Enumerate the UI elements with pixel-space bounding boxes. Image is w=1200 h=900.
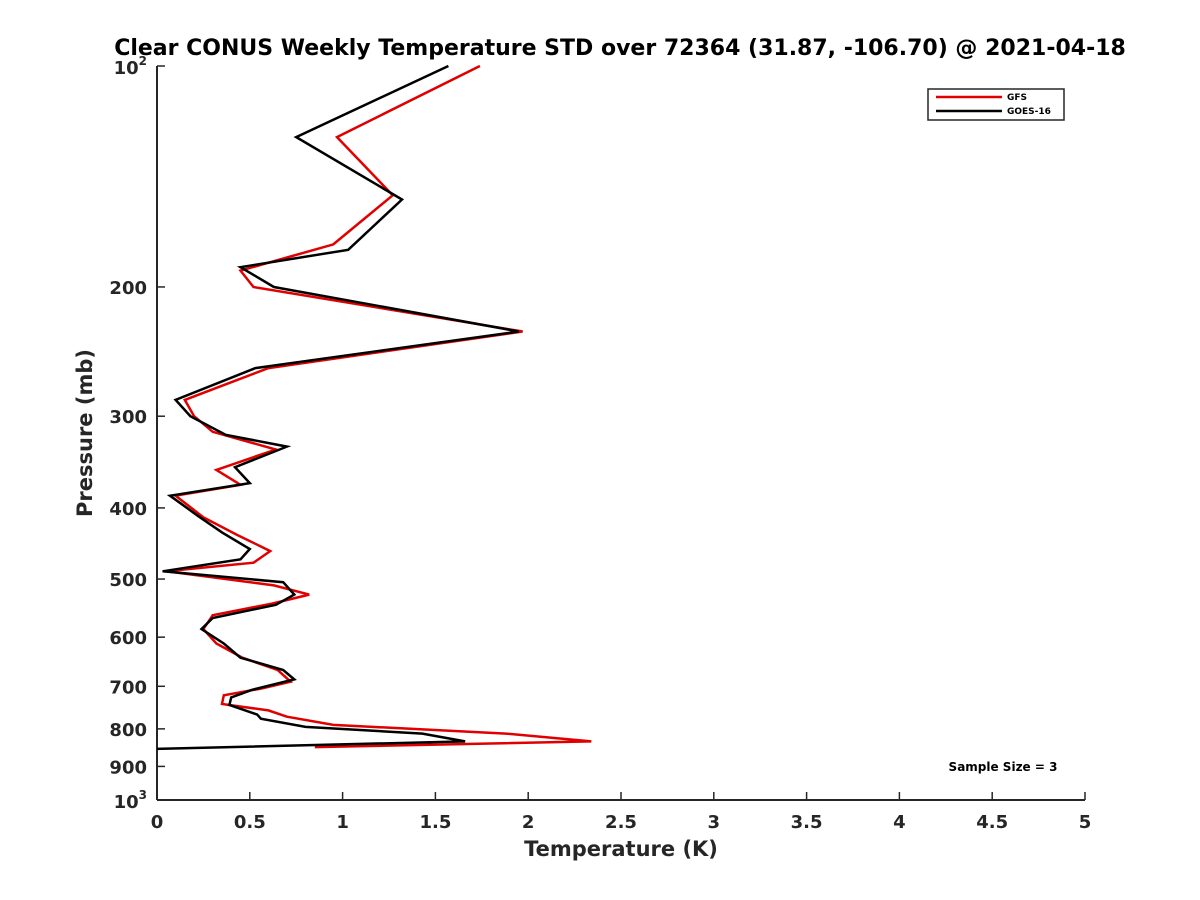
x-axis-label: Temperature (K) [524, 837, 718, 861]
x-tick-label: 5 [1079, 812, 1092, 833]
plot-area [156, 66, 1085, 801]
y-tick-label: 103 [114, 788, 147, 813]
y-tick-label: 300 [109, 407, 147, 428]
y-tick-label: 200 [109, 278, 147, 299]
x-tick-label: 4.5 [976, 812, 1008, 833]
x-tick-label: 1 [336, 812, 349, 833]
y-tick-base: 10 [114, 58, 139, 79]
y-tick-label: 700 [109, 677, 147, 698]
y-tick-base: 10 [114, 792, 139, 813]
y-tick-label: 500 [109, 570, 147, 591]
y-tick-label: 900 [109, 757, 147, 778]
y-tick-exponent: 2 [139, 54, 147, 68]
legend-box [927, 88, 1065, 121]
series-line-gfs [166, 64, 592, 749]
legend: GFS GOES-16 [927, 88, 1065, 121]
y-axis-label: Pressure (mb) [73, 349, 97, 517]
y-tick-label: 102 [114, 54, 147, 79]
x-tick-label: 3.5 [791, 812, 823, 833]
series-lines [156, 64, 592, 751]
sample-size-annotation: Sample Size = 3 [949, 760, 1058, 774]
x-tick-label: 0 [151, 812, 164, 833]
y-tick-exponent: 3 [139, 788, 147, 802]
legend-label-gfs: GFS [1007, 93, 1027, 103]
y-tick-label: 600 [109, 628, 147, 649]
x-tick-label: 2 [522, 812, 535, 833]
y-tick-label: 400 [109, 499, 147, 520]
x-tick-label: 3 [708, 812, 721, 833]
x-tick-label: 0.5 [234, 812, 266, 833]
chart-title: Clear CONUS Weekly Temperature STD over … [114, 36, 1126, 61]
x-tick-label: 4 [893, 812, 906, 833]
legend-label-goes16: GOES-16 [1007, 107, 1051, 117]
x-ticks: 0 0.5 1 1.5 2 2.5 3 3.5 4 4.5 5 [151, 792, 1092, 833]
series-line-goes16 [156, 64, 520, 751]
y-tick-label: 800 [109, 720, 147, 741]
x-tick-label: 1.5 [419, 812, 451, 833]
x-tick-label: 2.5 [605, 812, 637, 833]
